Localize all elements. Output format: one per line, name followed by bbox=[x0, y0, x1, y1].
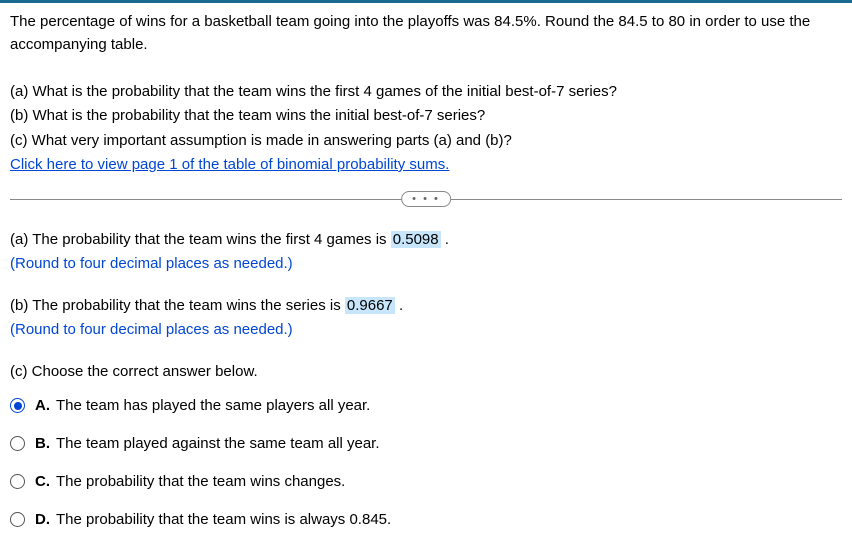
option-a-text: The team has played the same players all… bbox=[56, 394, 370, 418]
answer-a-value[interactable]: 0.5098 bbox=[391, 231, 441, 248]
option-d[interactable]: D. The probability that the team wins is… bbox=[10, 508, 842, 532]
separator: • • • bbox=[10, 199, 842, 200]
answer-b-prefix: (b) The probability that the team wins t… bbox=[10, 297, 345, 314]
option-b[interactable]: B. The team played against the same team… bbox=[10, 432, 842, 456]
option-d-letter: D. bbox=[35, 508, 50, 532]
option-b-letter: B. bbox=[35, 432, 50, 456]
radio-c[interactable] bbox=[10, 474, 25, 489]
expand-toggle[interactable]: • • • bbox=[401, 191, 451, 207]
answer-a-prefix: (a) The probability that the team wins t… bbox=[10, 231, 391, 248]
answer-b-hint: (Round to four decimal places as needed.… bbox=[10, 318, 842, 342]
option-a[interactable]: A. The team has played the same players … bbox=[10, 394, 842, 418]
answer-c-prompt: (c) Choose the correct answer below. bbox=[10, 360, 842, 384]
answer-c: (c) Choose the correct answer below. A. … bbox=[10, 360, 842, 532]
problem-statement: The percentage of wins for a basketball … bbox=[10, 11, 842, 177]
option-c-letter: C. bbox=[35, 470, 50, 494]
problem-part-b: (b) What is the probability that the tea… bbox=[10, 105, 842, 128]
problem-intro: The percentage of wins for a basketball … bbox=[10, 11, 842, 56]
option-a-letter: A. bbox=[35, 394, 50, 418]
radio-d[interactable] bbox=[10, 512, 25, 527]
main-content: The percentage of wins for a basketball … bbox=[0, 3, 852, 558]
problem-part-c: (c) What very important assumption is ma… bbox=[10, 130, 842, 153]
option-c[interactable]: C. The probability that the team wins ch… bbox=[10, 470, 842, 494]
options-group: A. The team has played the same players … bbox=[10, 394, 842, 532]
radio-a[interactable] bbox=[10, 398, 25, 413]
answer-b-value[interactable]: 0.9667 bbox=[345, 297, 395, 314]
answer-a-suffix: . bbox=[441, 231, 449, 248]
answer-b-suffix: . bbox=[395, 297, 403, 314]
answer-a-hint: (Round to four decimal places as needed.… bbox=[10, 252, 842, 276]
option-d-text: The probability that the team wins is al… bbox=[56, 508, 391, 532]
option-b-text: The team played against the same team al… bbox=[56, 432, 380, 456]
answer-b: (b) The probability that the team wins t… bbox=[10, 294, 842, 342]
table-link[interactable]: Click here to view page 1 of the table o… bbox=[10, 156, 449, 173]
radio-b[interactable] bbox=[10, 436, 25, 451]
answer-a: (a) The probability that the team wins t… bbox=[10, 228, 842, 276]
problem-part-a: (a) What is the probability that the tea… bbox=[10, 81, 842, 104]
option-c-text: The probability that the team wins chang… bbox=[56, 470, 345, 494]
